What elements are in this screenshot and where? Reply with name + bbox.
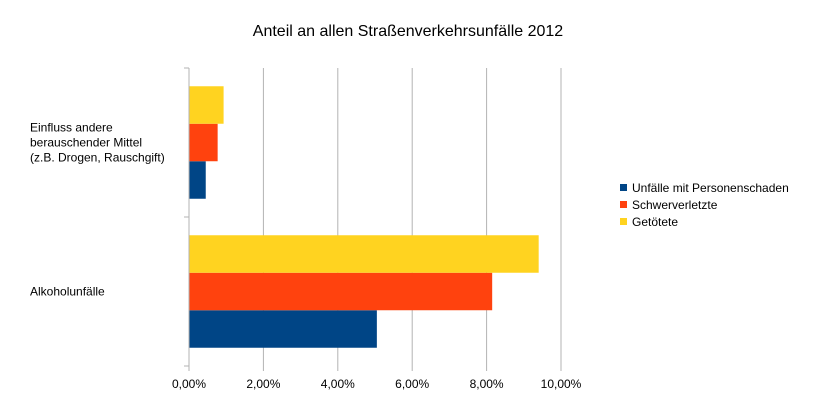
- bar-schwerverletzte: [189, 123, 218, 162]
- bar-unfälle-mit-personenschaden: [189, 310, 377, 348]
- chart-title: Anteil an allen Straßenverkehrsunfälle 2…: [253, 23, 564, 40]
- x-tick-label: 2,00%: [246, 377, 280, 391]
- bar-getötete: [189, 235, 539, 273]
- legend-swatch: [620, 218, 627, 225]
- axes: [184, 67, 562, 371]
- category-label: berauschender Mittel: [30, 136, 142, 150]
- legend-label: Unfälle mit Personenschaden: [632, 181, 789, 195]
- x-tick-label: 4,00%: [321, 377, 355, 391]
- bar-schwerverletzte: [189, 272, 493, 311]
- legend: Unfälle mit Personenschaden Schwerverletz…: [620, 181, 789, 229]
- bar-getötete: [189, 86, 224, 124]
- x-tick-label: 0,00%: [172, 377, 206, 391]
- legend-label: Getötete: [632, 215, 678, 229]
- category-label: Alkoholunfälle: [30, 285, 105, 299]
- category-label: Einfluss andere: [30, 121, 113, 135]
- x-tick-labels: 0,00% 2,00% 4,00% 6,00% 8,00% 10,00%: [172, 377, 582, 391]
- legend-swatch: [620, 201, 627, 208]
- x-tick-label: 6,00%: [395, 377, 429, 391]
- bars: [189, 86, 539, 348]
- legend-label: Schwerverletzte: [632, 198, 718, 212]
- x-tick-label: 8,00%: [470, 377, 504, 391]
- x-tick-label: 10,00%: [541, 377, 582, 391]
- category-label: (z.B. Drogen, Rauschgift): [30, 151, 165, 165]
- legend-swatch: [620, 184, 627, 191]
- bar-unfälle-mit-personenschaden: [189, 161, 206, 199]
